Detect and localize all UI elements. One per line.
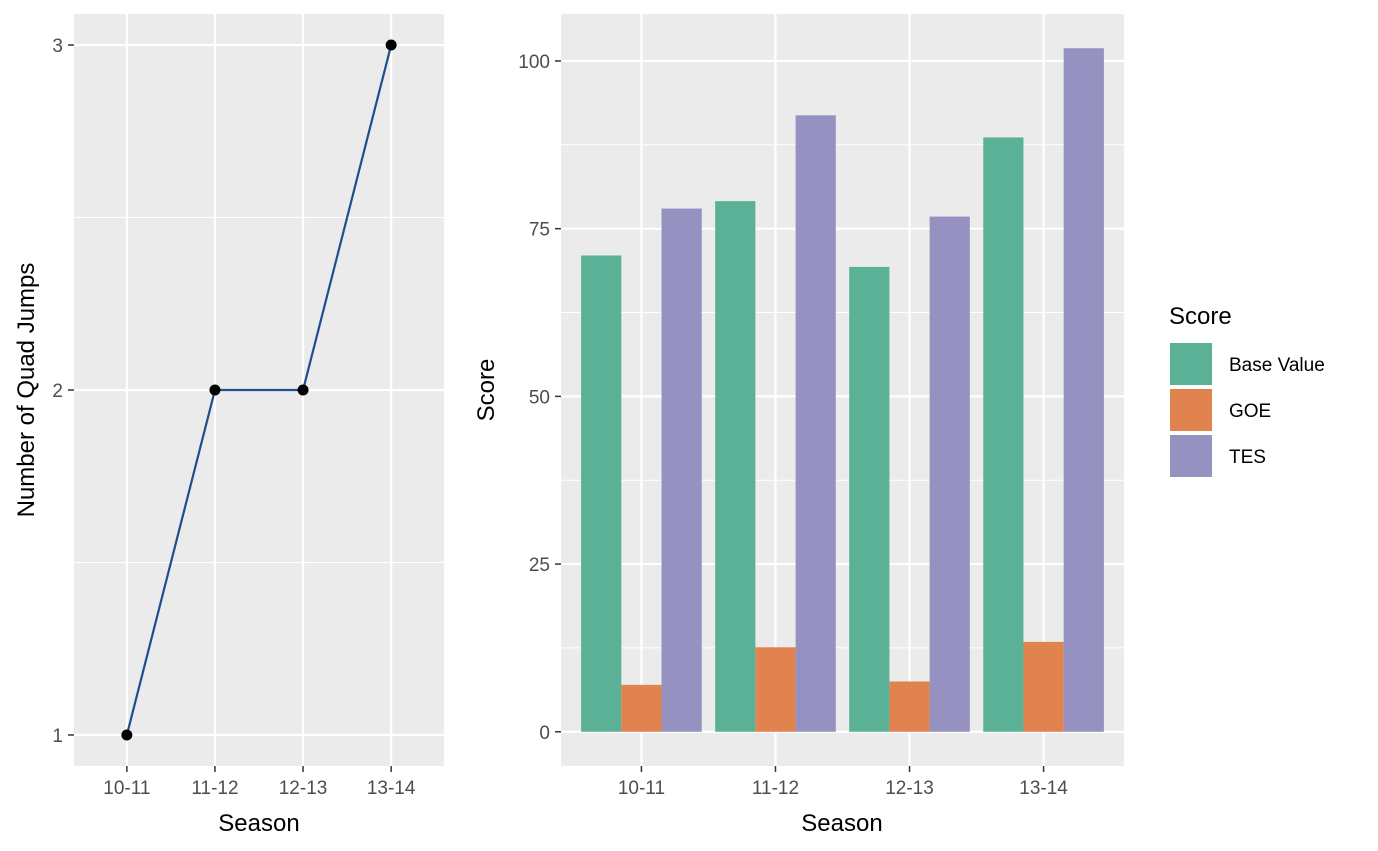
quad-jumps-point <box>385 39 397 51</box>
line-y-axis-title: Number of Quad Jumps <box>13 263 40 518</box>
line-x-tick-label: 13-14 <box>367 778 416 799</box>
line-y-tick-label: 2 <box>52 381 63 402</box>
bar-y-tick-label: 100 <box>518 52 550 73</box>
bar-goe <box>755 647 796 732</box>
bar-base-value <box>581 255 622 732</box>
quad-jumps-point <box>297 384 309 396</box>
line-x-tick-label: 10-11 <box>103 778 150 799</box>
line-chart-panel: 1 2 3 10-11 11-12 12-13 13-14 Season Number o… <box>13 14 444 837</box>
bar-x-tick-label: 10-11 <box>618 778 665 799</box>
bar-chart-panel: 0 25 50 75 100 10-11 11-12 12-13 13-14 Season S… <box>473 14 1124 837</box>
legend-title: Score <box>1169 303 1232 330</box>
bar-major-gridlines <box>561 14 1124 766</box>
line-y-tick-label: 3 <box>52 36 63 57</box>
bar-plot-background <box>561 14 1124 766</box>
bar-tes <box>795 115 836 732</box>
bar-x-tick-label: 12-13 <box>885 778 934 799</box>
line-y-tick-label: 1 <box>52 726 63 747</box>
bar-y-axis-title: Score <box>473 359 500 422</box>
bar-y-tick-label: 75 <box>529 220 550 241</box>
bar-tes <box>1063 48 1104 732</box>
line-series <box>121 39 397 741</box>
bar-y-tick-label: 0 <box>539 723 550 744</box>
bar-x-tick-label: 13-14 <box>1019 778 1068 799</box>
line-x-axis-ticks: 10-11 11-12 12-13 13-14 <box>103 766 416 799</box>
quad-jumps-point <box>121 729 133 741</box>
bar-x-tick-label: 11-12 <box>752 778 799 799</box>
bar-goe <box>889 681 930 732</box>
legend: Score Base Value GOE TES <box>1169 303 1325 477</box>
legend-label-goe: GOE <box>1229 401 1271 422</box>
bar-series <box>581 48 1104 732</box>
line-minor-gridlines <box>74 217 444 563</box>
legend-key-goe <box>1170 389 1212 431</box>
bar-x-axis-title: Season <box>801 810 882 837</box>
quad-jumps-point <box>209 384 221 396</box>
line-x-tick-label: 12-13 <box>279 778 328 799</box>
bar-tes <box>929 216 970 732</box>
legend-label-tes: TES <box>1229 447 1266 468</box>
legend-key-base-value <box>1170 343 1212 385</box>
legend-items: Base Value GOE TES <box>1170 343 1325 477</box>
bar-y-axis-ticks: 0 25 50 75 100 <box>518 52 561 744</box>
legend-key-tes <box>1170 435 1212 477</box>
bar-tes <box>661 208 702 732</box>
bar-y-tick-label: 25 <box>529 555 550 576</box>
bar-y-tick-label: 50 <box>529 387 550 408</box>
bar-goe <box>621 684 662 732</box>
bar-base-value <box>715 201 756 732</box>
line-x-tick-label: 11-12 <box>191 778 238 799</box>
legend-label-base-value: Base Value <box>1229 355 1325 376</box>
bar-base-value <box>849 266 890 732</box>
quad-jumps-line <box>125 44 393 736</box>
line-major-gridlines <box>74 14 444 766</box>
line-y-axis-ticks: 1 2 3 <box>52 36 74 747</box>
bar-goe <box>1023 641 1064 732</box>
bar-x-axis-ticks: 10-11 11-12 12-13 13-14 <box>618 766 1068 799</box>
bar-base-value <box>983 137 1024 732</box>
line-x-axis-title: Season <box>218 810 299 837</box>
